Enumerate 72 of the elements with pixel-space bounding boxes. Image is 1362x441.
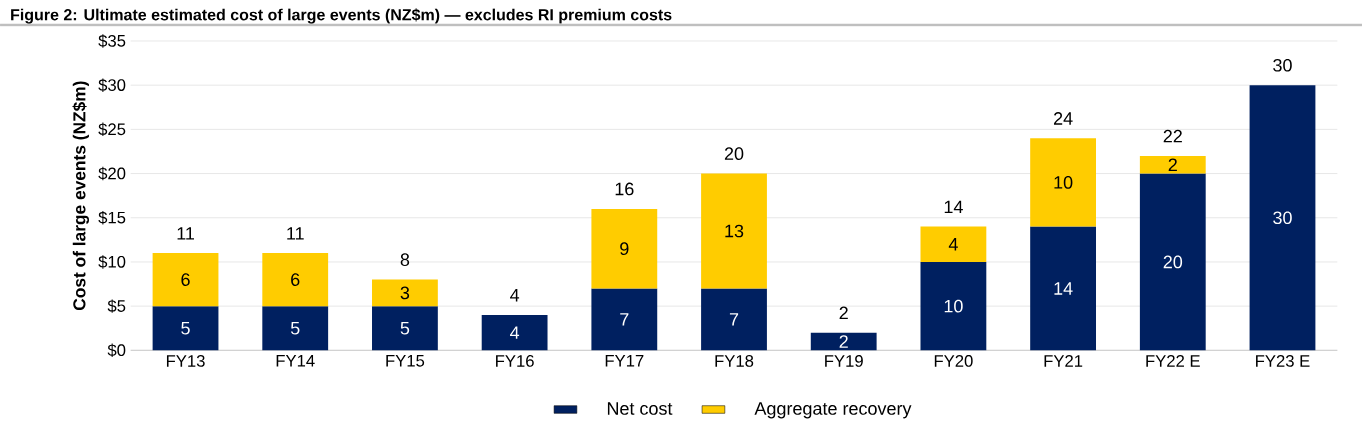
legend-label: Aggregate recovery xyxy=(754,402,912,419)
bar xyxy=(152,253,219,307)
x-tick-label: FY20 xyxy=(934,355,973,367)
y-tick-label: $15 xyxy=(98,211,126,225)
bar xyxy=(481,314,548,351)
y-tick-label: $20 xyxy=(98,166,126,181)
x-tick-label: FY18 xyxy=(715,355,754,367)
y-tick-label: $35 xyxy=(98,34,126,48)
x-tick-label: FY23 E xyxy=(1256,355,1310,367)
bar xyxy=(1139,155,1206,174)
data-label: 7 xyxy=(729,313,739,326)
data-label: 2 xyxy=(1168,158,1177,172)
bar xyxy=(372,306,438,351)
bar xyxy=(152,306,219,351)
data-label: 5 xyxy=(290,321,300,335)
bar xyxy=(920,226,987,262)
data-label: 10 xyxy=(1054,176,1073,189)
total-label: 24 xyxy=(1053,112,1073,125)
bar xyxy=(920,261,987,351)
chart-title: Figure 2: Ultimate estimated cost of large events (NZ$m) — excludes RI premium costs xyxy=(11,8,672,24)
total-label: 20 xyxy=(724,147,744,160)
bar xyxy=(1139,173,1206,351)
x-tick-label: FY14 xyxy=(276,355,315,367)
bar xyxy=(372,279,438,307)
data-label: 4 xyxy=(510,326,520,339)
bar xyxy=(1030,138,1096,227)
bar xyxy=(591,288,658,351)
y-tick-label: $30 xyxy=(98,78,126,92)
bar xyxy=(1249,85,1316,351)
bar xyxy=(262,253,329,307)
data-label: 10 xyxy=(944,299,963,313)
data-label: 6 xyxy=(291,273,300,286)
total-label: 22 xyxy=(1163,129,1182,143)
total-label: 11 xyxy=(287,227,304,240)
bar xyxy=(701,288,767,351)
bar xyxy=(591,208,658,289)
total-label: 2 xyxy=(839,306,848,320)
total-label: 11 xyxy=(177,227,194,240)
total-label: 30 xyxy=(1273,58,1292,72)
data-label: 13 xyxy=(725,224,744,238)
x-tick-label: FY21 xyxy=(1044,355,1083,367)
total-label: 4 xyxy=(510,289,520,302)
bar xyxy=(262,306,329,351)
bar xyxy=(810,332,877,351)
data-label: 6 xyxy=(181,273,190,286)
data-label: 3 xyxy=(400,286,410,300)
total-label: 14 xyxy=(944,200,963,214)
x-tick-label: FY15 xyxy=(386,355,425,367)
legend-label: Net cost xyxy=(607,402,673,415)
x-tick-label: FY13 xyxy=(166,355,205,367)
data-label: 14 xyxy=(1054,282,1073,295)
data-label: 5 xyxy=(181,321,190,335)
bar xyxy=(701,173,767,289)
total-label: 8 xyxy=(400,253,410,267)
bar xyxy=(1030,226,1096,351)
total-label: 16 xyxy=(615,182,634,196)
data-label: 20 xyxy=(1163,255,1183,269)
y-tick-label: $25 xyxy=(98,122,126,137)
data-label: 30 xyxy=(1273,211,1292,225)
x-tick-label: FY17 xyxy=(605,355,644,367)
x-tick-label: FY19 xyxy=(825,355,863,367)
y-axis-title: Cost of large events (NZ$m) xyxy=(72,81,90,311)
x-tick-label: FY16 xyxy=(496,355,534,367)
data-label: 5 xyxy=(400,321,410,335)
data-label: 7 xyxy=(620,313,629,326)
y-tick-label: $10 xyxy=(98,255,126,269)
y-tick-label: $0 xyxy=(107,343,126,358)
data-label: 4 xyxy=(948,238,958,251)
x-tick-label: FY22 E xyxy=(1146,355,1200,367)
data-label: 2 xyxy=(839,335,848,348)
y-tick-label: $5 xyxy=(107,299,126,313)
data-label: 9 xyxy=(620,242,629,256)
